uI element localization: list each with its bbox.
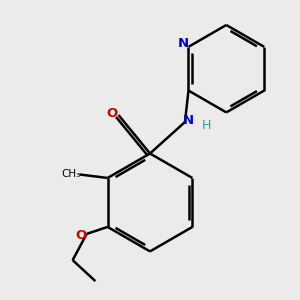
Text: O: O	[106, 107, 117, 120]
Text: N: N	[183, 114, 194, 127]
Text: O: O	[76, 229, 87, 242]
Text: H: H	[201, 119, 211, 132]
Text: CH₃: CH₃	[61, 169, 80, 179]
Text: N: N	[178, 37, 189, 50]
